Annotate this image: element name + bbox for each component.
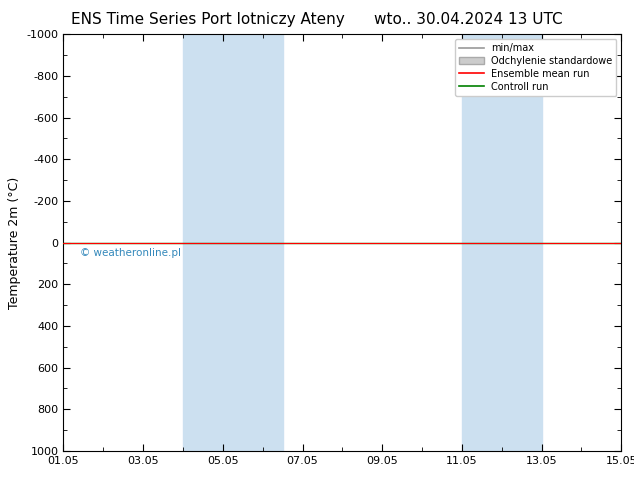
Y-axis label: Temperature 2m (°C): Temperature 2m (°C) xyxy=(8,176,21,309)
Bar xyxy=(462,34,541,451)
Text: © weatheronline.pl: © weatheronline.pl xyxy=(80,248,181,258)
Text: ENS Time Series Port lotniczy Ateny      wto.. 30.04.2024 13 UTC: ENS Time Series Port lotniczy Ateny wto.… xyxy=(71,12,563,27)
Legend: min/max, Odchylenie standardowe, Ensemble mean run, Controll run: min/max, Odchylenie standardowe, Ensembl… xyxy=(455,39,616,96)
Bar xyxy=(183,34,283,451)
